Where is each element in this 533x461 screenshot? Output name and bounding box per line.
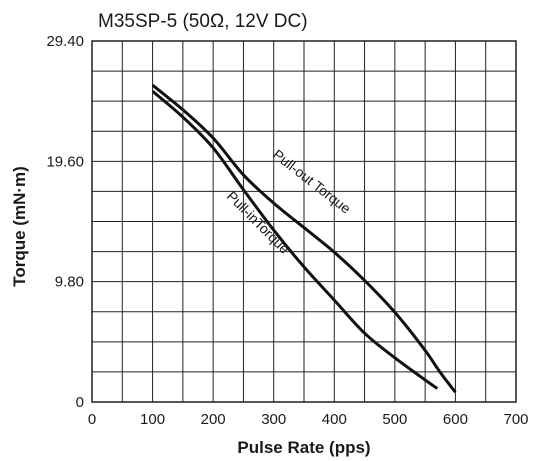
x-axis-label: Pulse Rate (pps) (237, 438, 370, 457)
x-tick-label: 100 (140, 411, 165, 428)
x-tick-label: 200 (201, 411, 226, 428)
y-tick-label: 19.60 (46, 153, 84, 170)
x-tick-label: 500 (382, 411, 407, 428)
grid (92, 41, 516, 402)
y-tick-label: 29.40 (46, 33, 84, 50)
pull-in-torque-label: Pull-inTorque (224, 188, 293, 257)
x-tick-label: 0 (88, 411, 96, 428)
x-tick-label: 700 (503, 411, 528, 428)
series-layer (151, 84, 457, 394)
x-tick-label: 400 (322, 411, 347, 428)
x-tick-label: 600 (443, 411, 468, 428)
x-tick-label: 300 (261, 411, 286, 428)
plot-frame (91, 40, 517, 403)
pull-out-torque-label: Pull-out Torque (270, 146, 354, 217)
y-tick-label: 9.80 (55, 274, 84, 291)
pull-in-torque-line (151, 90, 439, 390)
chart-title: M35SP-5 (50Ω, 12V DC) (98, 11, 308, 32)
y-tick-labels: 0 9.80 19.60 29.40 (46, 33, 84, 411)
x-tick-labels: 0 100 200 300 400 500 600 700 (88, 411, 529, 428)
y-tick-label: 0 (76, 394, 84, 411)
y-axis-label: Torque (mN·m) (10, 166, 29, 287)
pull-out-torque-line (151, 84, 457, 394)
